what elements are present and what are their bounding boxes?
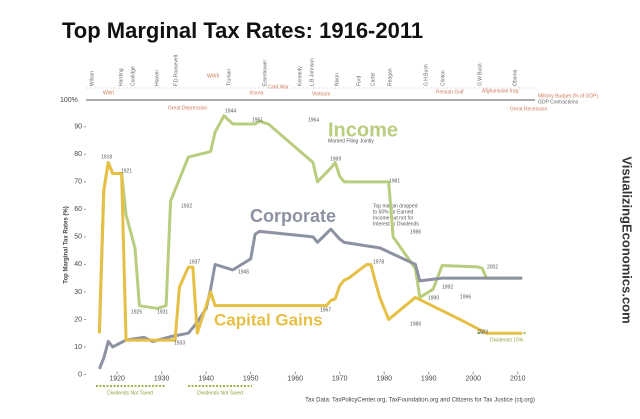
president: L.B.Johnson — [309, 58, 315, 86]
point-label: 1918 — [101, 154, 112, 160]
series-label: Corporate — [250, 206, 336, 226]
note: Income but not for — [373, 215, 414, 221]
president: Carter — [370, 72, 376, 86]
point-label: 2002 — [487, 264, 498, 270]
president: Obama — [512, 69, 518, 86]
point-label: 1992 — [442, 284, 453, 290]
event: Korea — [250, 90, 264, 96]
strip-label: 100% — [60, 97, 78, 104]
point-label: 1931 — [157, 309, 168, 315]
x-tick-label: 1920 — [109, 375, 125, 382]
chart-title: Top Marginal Tax Rates: 1916-2011 — [62, 18, 423, 43]
point-label: 2003 — [477, 329, 488, 335]
president: Eisenhower — [262, 60, 268, 86]
x-tick-label: 2010 — [510, 375, 526, 382]
president: G.W.Bush — [477, 63, 483, 86]
strip-legend: GDP Contractions — [538, 99, 579, 105]
point-label: 1937 — [189, 259, 200, 265]
series-line — [97, 114, 523, 334]
note: Top margin dropped — [373, 203, 418, 209]
y-tick-label: 10 — [74, 344, 82, 351]
series-line — [97, 161, 523, 342]
watermark: VisualizingEconomics.com — [620, 156, 635, 323]
point-label: 1921 — [121, 168, 132, 174]
point-label: 1990 — [428, 295, 439, 301]
y-tick-label: 20 — [74, 316, 82, 323]
point-label: 1981 — [389, 178, 400, 184]
event: Afghanistan Iraq — [482, 88, 519, 94]
president: Wilson — [89, 71, 95, 86]
y-tick-label: 50 — [74, 234, 82, 241]
president: Nixon — [334, 73, 340, 86]
strip-legend: Military Budget (% of GDP) — [538, 93, 598, 99]
y-tick-label: 40 — [74, 261, 82, 268]
source: Tax Data: TaxPolicyCenter.org, TaxFounda… — [305, 398, 535, 404]
event: Persian Gulf — [436, 89, 464, 95]
y-tick-label: 80 — [74, 151, 82, 158]
dividends-label: Dividends 15% — [490, 337, 524, 343]
president: Ford — [356, 76, 362, 87]
event: Great Depression — [168, 105, 207, 111]
series-line — [97, 227, 523, 370]
point-label: 1951 — [252, 117, 263, 123]
dividends-label: Dividends Not Taxed — [197, 390, 243, 396]
point-label: 1944 — [225, 108, 236, 114]
series-label: Income — [328, 119, 398, 141]
y-tick-label: 60 — [74, 206, 82, 213]
x-tick-label: 1990 — [421, 375, 437, 382]
president: F.D.Roosevelt — [173, 54, 179, 86]
president: Coolidge — [130, 66, 136, 86]
x-tick-label: 2000 — [465, 375, 481, 382]
presidents: Wilson Harding Coolidge Hoover F.D.Roose… — [89, 54, 518, 86]
event: Cold War — [268, 84, 289, 90]
y-axis-label: Top Marginal Tax Rates (%) — [64, 206, 70, 283]
president: Kennedy — [297, 66, 303, 86]
dividends-label: Dividends Not Taxed — [107, 390, 153, 396]
x-tick-label: 1970 — [332, 375, 348, 382]
point-label: 1996 — [460, 294, 471, 300]
president: Harding — [118, 68, 124, 86]
point-label: 1978 — [373, 259, 384, 265]
president: Truman — [226, 69, 232, 86]
note: to 50% for Earned — [373, 209, 414, 215]
event: WWI — [103, 90, 114, 96]
point-label: 1932 — [181, 203, 192, 209]
president: Hoover — [154, 70, 160, 86]
income-note: Married Filing Jointly — [328, 138, 374, 144]
point-label: 1964 — [308, 117, 319, 123]
y-tick-label: 70 — [74, 179, 82, 186]
note: Interest or Dividends — [373, 221, 419, 227]
point-label: 1969 — [330, 156, 341, 162]
event: Vietnam — [312, 91, 330, 97]
point-label: 1933 — [174, 340, 185, 346]
x-tick-label: 1960 — [287, 375, 303, 382]
president: Reagan — [387, 68, 393, 86]
event: Great Recession — [510, 106, 547, 112]
point-label: 1986 — [410, 321, 421, 327]
x-tick-label: 1930 — [154, 375, 170, 382]
point-label: 1986 — [410, 229, 421, 235]
x-tick-label: 1980 — [376, 375, 392, 382]
president: G.H.Bush — [423, 64, 429, 86]
series-label: Capital Gains — [214, 310, 323, 329]
point-label: 1945 — [238, 269, 249, 275]
y-tick-label: 30 — [74, 289, 82, 296]
x-tick-label: 1940 — [198, 375, 214, 382]
point-label: 1925 — [131, 309, 142, 315]
event: WWII — [207, 73, 219, 79]
y-tick-label: 0 — [78, 371, 82, 378]
president: Clinton — [440, 70, 446, 86]
x-tick-label: 1950 — [243, 375, 259, 382]
point-label: 1967 — [320, 307, 331, 313]
y-tick-label: 90 — [74, 124, 82, 131]
